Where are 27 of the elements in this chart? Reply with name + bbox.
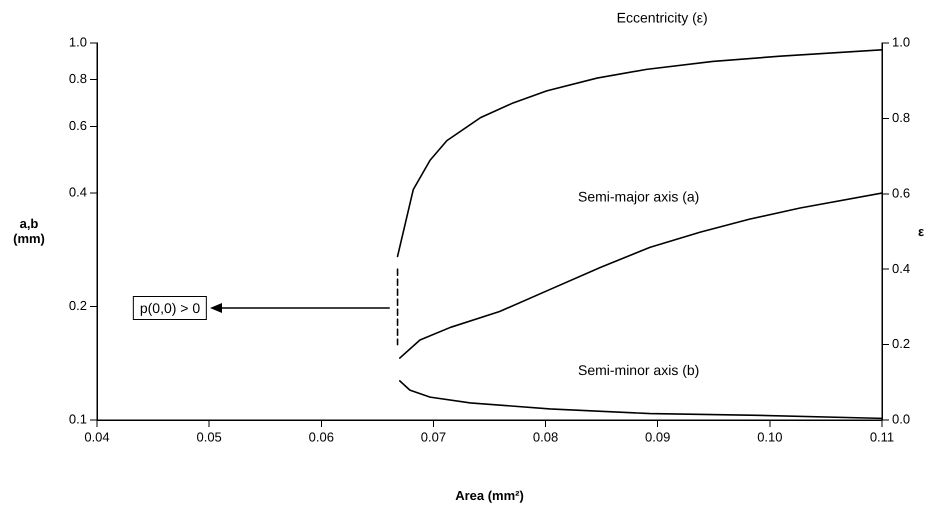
y-tick-label: 0.4 <box>68 184 87 200</box>
x-tick-label: 0.05 <box>196 429 222 444</box>
y2-tick-label: 0.4 <box>892 260 910 276</box>
y-tick-label: 0.1 <box>68 412 87 427</box>
x-tick-label: 0.04 <box>84 429 110 444</box>
y-tick-label: 1.0 <box>68 34 87 50</box>
x-tick-label: 0.11 <box>870 429 894 444</box>
x-tick-label: 0.09 <box>645 429 670 444</box>
y2-tick-label: 1.0 <box>892 34 910 50</box>
y-tick-label: 0.6 <box>68 118 87 134</box>
y2-tick-label: 0.8 <box>892 110 910 125</box>
annotation: p(0,0) > 0 <box>132 296 208 320</box>
x-tick-label: 0.08 <box>532 429 558 444</box>
x-tick-label: 0.06 <box>308 429 334 444</box>
y2-axis-title: ε <box>918 224 924 238</box>
y2-tick-label: 0.0 <box>892 412 910 427</box>
y2-tick-label: 0.2 <box>892 336 910 352</box>
x-tick-label: 0.07 <box>420 429 446 444</box>
y-tick-label: 0.8 <box>68 71 87 86</box>
y-tick-label: 0.2 <box>68 298 87 314</box>
text: Eccentricity (ε) <box>616 9 708 26</box>
x-axis-title: Area (mm²) <box>455 488 524 503</box>
series-label: Semi-major axis (a) <box>578 188 700 204</box>
x-tick-label: 0.10 <box>757 429 783 444</box>
y2-tick-label: 0.6 <box>892 185 910 200</box>
y-axis-title: a,b (mm) <box>12 216 46 246</box>
text: Semi-minor axis (b) <box>578 362 700 378</box>
